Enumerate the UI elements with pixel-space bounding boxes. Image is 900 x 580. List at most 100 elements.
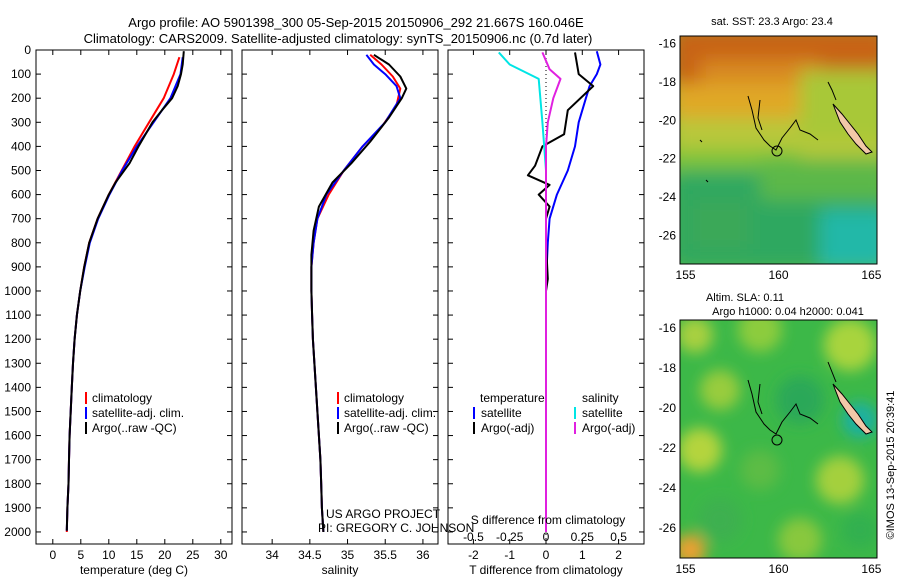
legend-label-climatology: climatology <box>92 391 152 405</box>
coastline-new-caledonia <box>832 383 873 435</box>
x-tick-label: 30 <box>214 548 228 562</box>
y-tick-label: 1400 <box>4 380 31 394</box>
salinity-difference-tick-label: 0 <box>543 530 550 544</box>
float-position-marker <box>771 145 783 157</box>
y-tick-label: 900 <box>11 260 31 274</box>
map-x-tick-label: 165 <box>861 268 881 282</box>
map-y-tick-label: -24 <box>659 481 677 495</box>
legend-label-argo-t: Argo(-adj) <box>481 421 534 435</box>
map-y-tick-label: -22 <box>659 152 677 166</box>
x-tick-label: 0 <box>543 548 550 562</box>
project-annotation-line-2: PI: GREGORY C. JOHNSON <box>318 521 474 535</box>
y-tick-label: 300 <box>11 115 31 129</box>
y-tick-label: 1000 <box>4 284 31 298</box>
legend-label-argo-s: Argo(-adj) <box>582 421 635 435</box>
series-layer <box>65 50 602 533</box>
legend-label-argo: Argo(..raw -QC) <box>344 421 429 435</box>
sla-map-title-line-1: Altim. SLA: 0.11 <box>706 292 784 304</box>
legend-label-satellite-t: satellite <box>481 406 522 420</box>
map-y-tick-label: -16 <box>659 321 677 335</box>
reef-contour <box>699 81 837 183</box>
reef-contour <box>747 361 837 435</box>
legend-title-salinity: salinity <box>582 391 619 405</box>
legend-label-satellite: satellite-adj. clim. <box>92 406 184 420</box>
map-y-tick-label: -18 <box>659 75 677 89</box>
x-tick-label: 35 <box>341 548 355 562</box>
header-line-2: Climatology: CARS2009. Satellite-adjuste… <box>84 31 593 46</box>
legend-label-satellite-s: satellite <box>582 406 623 420</box>
header-line-1: Argo profile: AO 5901398_300 05-Sep-2015… <box>128 15 584 30</box>
salinity-difference-tick-label: 0.5 <box>610 530 627 544</box>
x-tick-label: 20 <box>158 548 172 562</box>
map-x-tick-label: 165 <box>861 562 881 576</box>
series-line-satellite-adj-clim- <box>65 57 184 531</box>
salinity-difference-tick-label: -0.25 <box>496 530 524 544</box>
map-y-tick-label: -22 <box>659 441 677 455</box>
series-line-satellite <box>545 50 602 532</box>
y-tick-label: 800 <box>11 236 31 250</box>
y-tick-label: 1200 <box>4 332 31 346</box>
series-line-satellite-adj-clim- <box>310 54 402 533</box>
sst-map-title: sat. SST: 23.3 Argo: 23.4 <box>711 16 833 28</box>
y-tick-label: 1600 <box>4 429 31 443</box>
y-tick-label: 400 <box>11 139 31 153</box>
salinity-plot-frame <box>241 49 439 545</box>
x-tick-label: 10 <box>102 548 116 562</box>
y-tick-label: 1900 <box>4 501 31 515</box>
x-tick-label: -1 <box>504 548 515 562</box>
x-tick-label: 34 <box>265 548 279 562</box>
imos-timestamp: ©IMOS 13-Sep-2015 20:39:41 <box>885 391 897 540</box>
series-line-argo-raw-qc- <box>310 53 408 533</box>
temperature-plot-frame <box>35 49 233 545</box>
y-tick-label: 500 <box>11 163 31 177</box>
y-tick-label: 1500 <box>4 404 31 418</box>
y-tick-label: 200 <box>11 91 31 105</box>
sla-map <box>680 320 877 558</box>
series-line-argo-adj- <box>526 52 595 532</box>
map-y-tick-label: -26 <box>659 228 677 242</box>
x-tick-label: 34.5 <box>298 548 322 562</box>
map-y-tick-label: -24 <box>659 190 677 204</box>
sst-map <box>680 36 877 264</box>
series-line-satellite <box>498 51 547 532</box>
x-tick-label: 1 <box>579 548 586 562</box>
y-tick-label: 100 <box>11 67 31 81</box>
y-tick-label: 2000 <box>4 525 31 539</box>
temperature-legend: climatology satellite-adj. clim. Argo(..… <box>85 391 184 435</box>
x-tick-label: 0 <box>49 548 56 562</box>
series-line-argo-adj- <box>541 52 562 532</box>
series-line-climatology <box>310 54 402 533</box>
legend-label-climatology: climatology <box>344 391 404 405</box>
x-axis-title: salinity <box>322 563 359 577</box>
legend-title-temperature: temperature <box>480 391 545 405</box>
y-tick-label: 1100 <box>5 308 31 322</box>
difference-top-axis-title: S difference from climatology <box>471 513 626 527</box>
y-tick-label: 1700 <box>4 453 31 467</box>
x-tick-label: 15 <box>130 548 144 562</box>
map-x-tick-label: 155 <box>676 562 696 576</box>
x-axis-title: temperature (deg C) <box>80 563 188 577</box>
x-tick-label: 2 <box>615 548 622 562</box>
y-tick-label: 600 <box>11 188 31 202</box>
x-tick-label: 35.5 <box>374 548 398 562</box>
sla-map-title-line-2: Argo h1000: 0.04 h2000: 0.041 <box>712 306 864 318</box>
x-tick-label: 25 <box>186 548 200 562</box>
coastline-new-caledonia <box>832 103 873 155</box>
sst-map-frame <box>679 35 878 265</box>
float-position-marker <box>771 434 783 446</box>
salinity-difference-tick-label: -0.5 <box>463 530 484 544</box>
map-y-tick-label: -20 <box>659 113 677 127</box>
y-tick-label: 1800 <box>4 477 31 491</box>
map-y-tick-label: -16 <box>659 37 677 51</box>
map-x-tick-label: 160 <box>768 562 788 576</box>
legend-label-satellite: satellite-adj. clim. <box>344 406 436 420</box>
x-tick-label: 5 <box>77 548 84 562</box>
y-tick-label: 1300 <box>4 356 31 370</box>
x-tick-label: -2 <box>468 548 479 562</box>
salinity-legend: climatology satellite-adj. clim. Argo(..… <box>337 391 436 435</box>
x-axis-title: T difference from climatology <box>469 563 623 577</box>
salinity-difference-tick-label: 0.25 <box>571 530 595 544</box>
y-tick-label: 700 <box>11 212 31 226</box>
